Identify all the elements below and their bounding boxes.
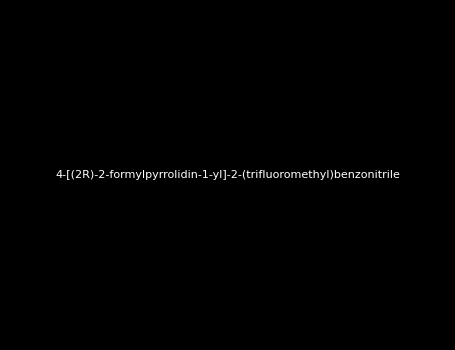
Text: 4-[(2R)-2-formylpyrrolidin-1-yl]-2-(trifluoromethyl)benzonitrile: 4-[(2R)-2-formylpyrrolidin-1-yl]-2-(trif…: [55, 170, 400, 180]
